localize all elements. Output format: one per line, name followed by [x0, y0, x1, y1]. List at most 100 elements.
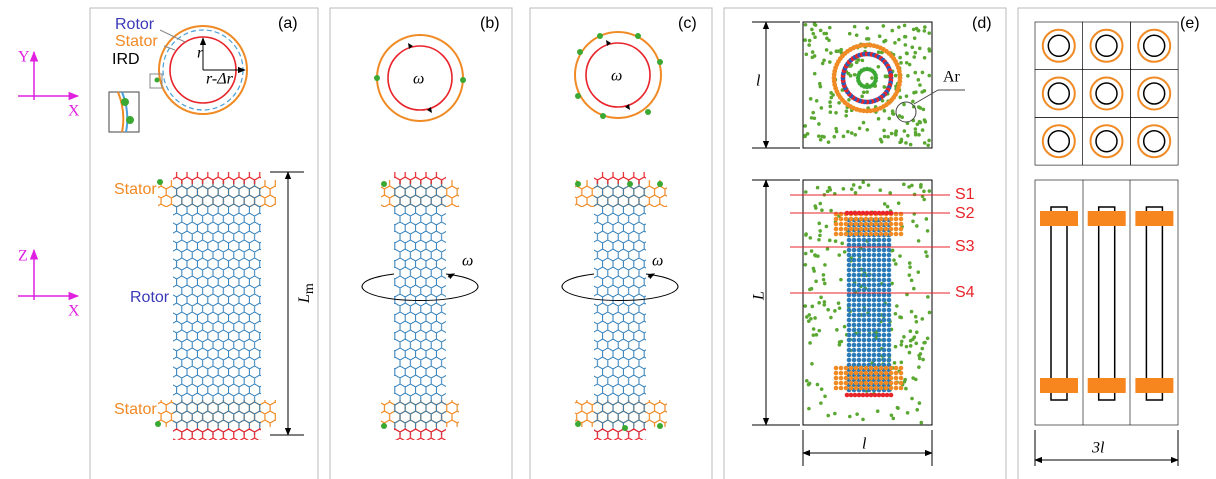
atom [808, 382, 812, 386]
atom [862, 90, 866, 94]
atom [839, 376, 844, 381]
atom [882, 263, 887, 268]
atom [912, 91, 916, 95]
atom [874, 376, 879, 381]
atom [922, 108, 926, 112]
atom [872, 273, 877, 278]
atom [847, 323, 852, 328]
atom [857, 238, 862, 243]
atom [847, 338, 852, 343]
atom [896, 406, 900, 410]
atom [862, 288, 867, 293]
atom [893, 361, 897, 365]
atom [903, 24, 907, 28]
atom [882, 248, 887, 253]
atom [906, 411, 910, 415]
atom [922, 198, 926, 202]
atom [891, 112, 895, 116]
atom [877, 283, 882, 288]
atom [867, 238, 872, 243]
atom [882, 253, 887, 258]
atom [819, 401, 823, 405]
atom [882, 348, 887, 353]
atom [913, 51, 917, 55]
atom [865, 393, 870, 398]
atom [890, 132, 894, 136]
atom [926, 143, 930, 147]
atom [859, 381, 864, 386]
panel-label: (d) [972, 15, 992, 32]
atom [804, 232, 808, 236]
atom [844, 222, 849, 227]
atom [874, 217, 879, 222]
atom [877, 313, 882, 318]
atom [811, 305, 815, 309]
atom [852, 353, 857, 358]
atom [813, 316, 817, 320]
atom [927, 47, 931, 51]
atom [818, 234, 822, 238]
atom [887, 338, 892, 343]
atom [879, 366, 884, 371]
atom [858, 127, 862, 131]
atom [834, 366, 839, 371]
atom [829, 209, 833, 213]
atom [819, 296, 823, 300]
atom [857, 328, 862, 333]
atom [807, 43, 811, 47]
atom [862, 348, 867, 353]
atom [891, 417, 895, 421]
atom [859, 386, 864, 391]
atom [862, 238, 867, 243]
atom [867, 303, 872, 308]
atom [877, 318, 882, 323]
atom [884, 381, 889, 386]
panel-c: (c) ω ω [562, 15, 697, 440]
stator [1135, 378, 1173, 393]
rotor-ring [1048, 35, 1069, 56]
atom [923, 56, 927, 60]
atom [882, 308, 887, 313]
atom [857, 353, 862, 358]
atom [862, 328, 867, 333]
atom [925, 254, 929, 258]
atom [833, 412, 837, 416]
atom [879, 381, 884, 386]
atom [908, 265, 912, 269]
atom [844, 217, 849, 222]
atom [862, 278, 867, 283]
atom [882, 258, 887, 263]
atom [823, 282, 827, 286]
atom [911, 100, 915, 104]
atom [872, 343, 877, 348]
omega: ω [462, 253, 473, 270]
atom [844, 232, 849, 237]
atom [865, 90, 869, 94]
atom [882, 353, 887, 358]
atom [879, 222, 884, 227]
atom [866, 128, 870, 132]
atom [928, 189, 932, 193]
atom [849, 217, 854, 222]
axis-label: X [68, 103, 80, 120]
atom [852, 303, 857, 308]
atom [889, 232, 894, 237]
atom [921, 128, 925, 132]
atom [811, 32, 815, 36]
atom [867, 183, 871, 187]
atom [813, 72, 817, 76]
atom [877, 353, 882, 358]
atom [884, 39, 888, 43]
atom [879, 217, 884, 222]
atom [857, 338, 862, 343]
atom [877, 268, 882, 273]
atom [910, 279, 914, 283]
atom [867, 273, 872, 278]
atom [844, 376, 849, 381]
label-stator: Stator [114, 181, 157, 198]
atom [908, 351, 912, 355]
atom [894, 212, 899, 217]
atom [864, 381, 869, 386]
atom [813, 35, 817, 39]
atom [872, 323, 877, 328]
